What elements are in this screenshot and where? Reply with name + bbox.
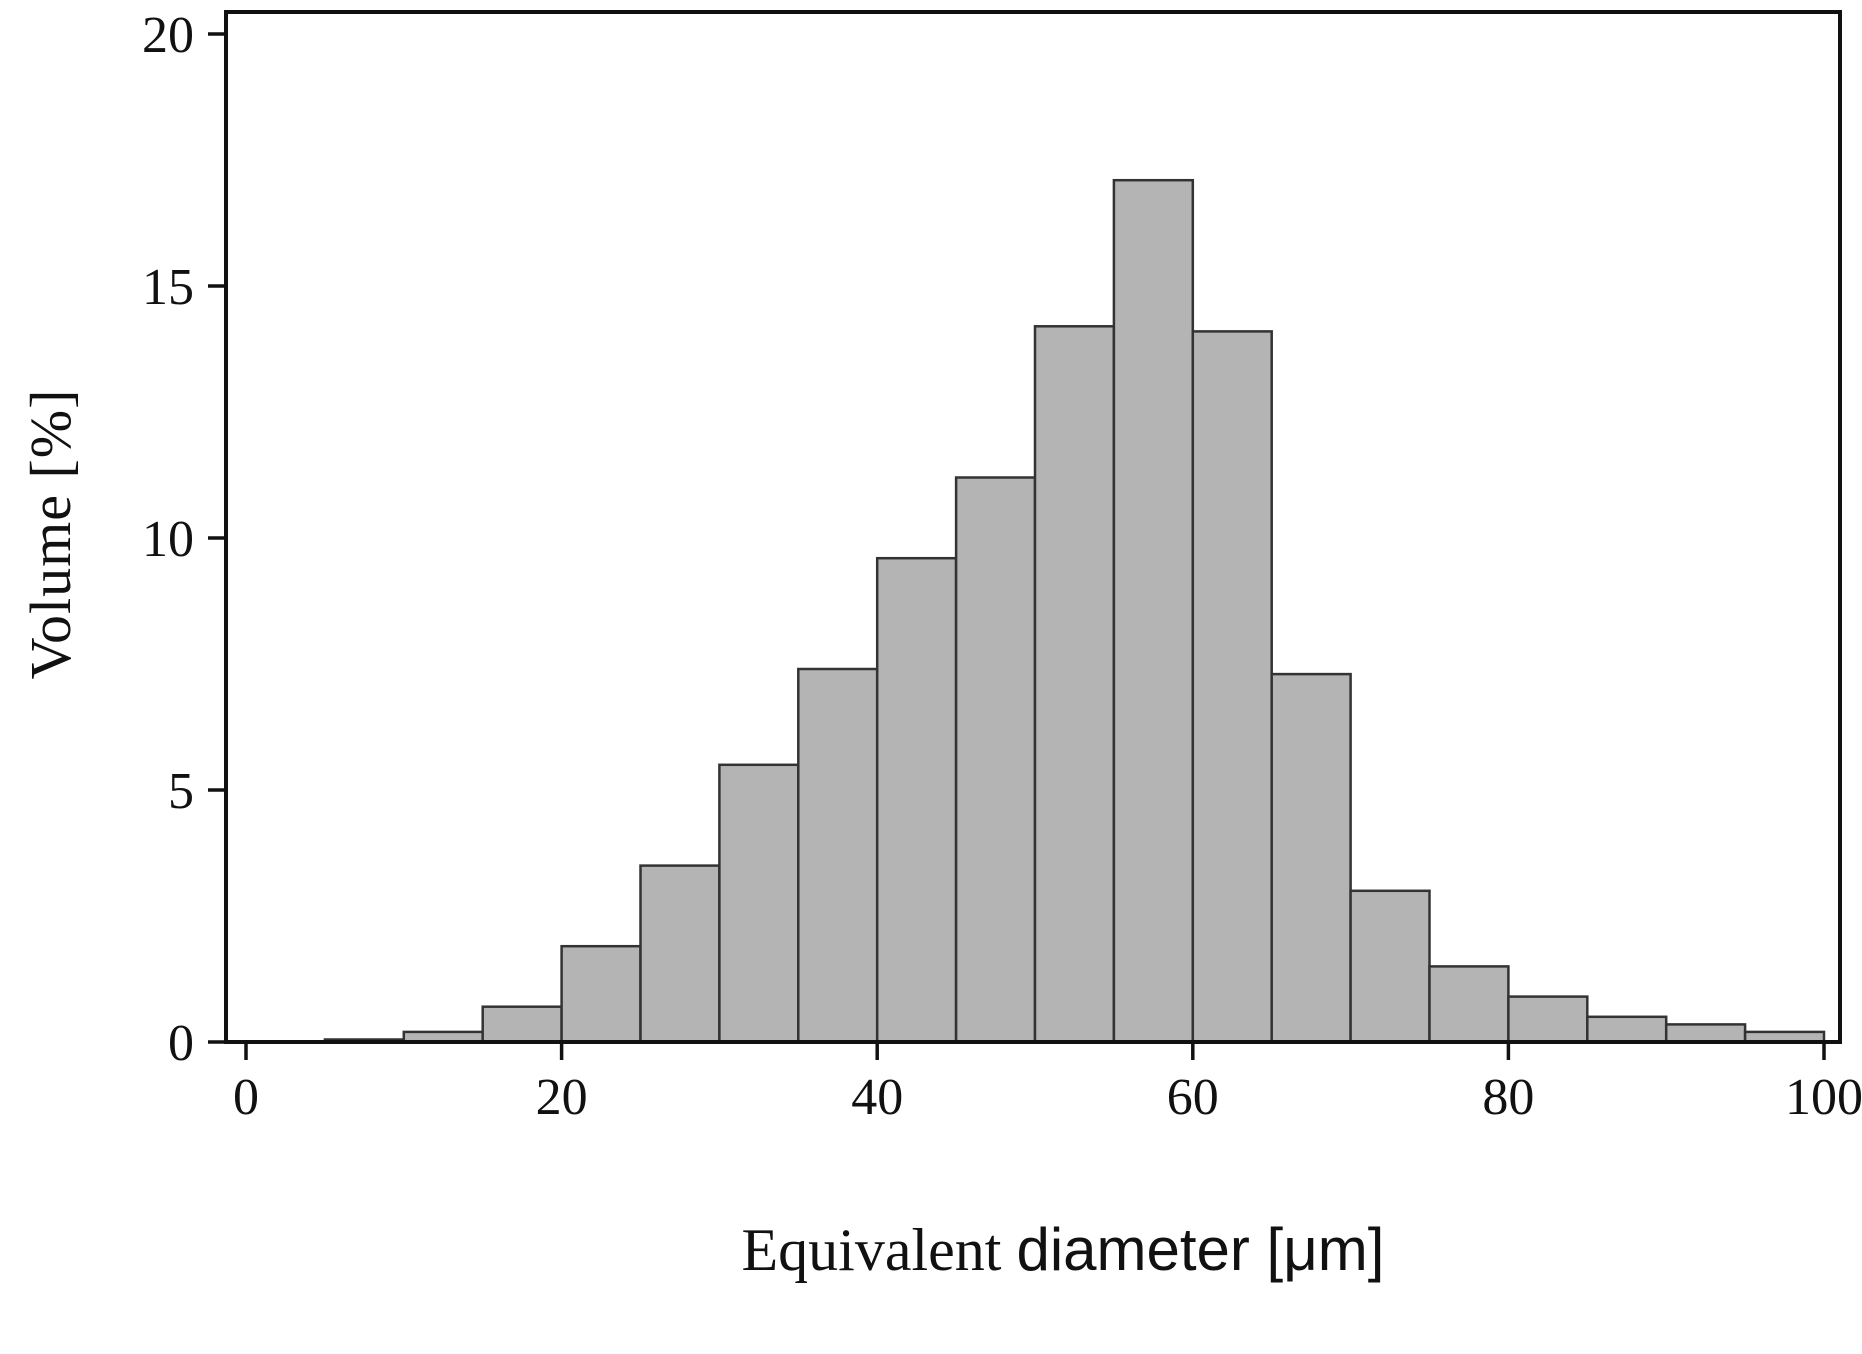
y-tick-label: 10 (142, 511, 194, 568)
histogram-bar (639, 864, 721, 1044)
x-axis-title-sans-part: diameter [μm] (1016, 1216, 1385, 1283)
histogram-bar (1586, 1015, 1668, 1044)
histogram-figure: 0 20 40 60 80 100 0 5 10 15 20 Equivalent diameter… (18, 7, 1862, 1283)
y-axis-title: Volume [%] (18, 388, 83, 680)
histogram-bar (797, 667, 879, 1044)
x-tick-label: 0 (233, 1069, 259, 1126)
x-axis-title: Equivalent diameter [μm] (226, 1146, 1840, 1354)
histogram-bar (1270, 672, 1352, 1044)
x-axis-title-serif-part: Equivalent (741, 1217, 1017, 1283)
x-tick-label: 100 (1785, 1069, 1862, 1126)
histogram-bar (1664, 1023, 1747, 1044)
histogram-bar (560, 944, 642, 1044)
histogram-bar (1033, 325, 1116, 1044)
histogram-bar (718, 763, 800, 1044)
x-tick-label: 20 (536, 1069, 588, 1126)
histogram-bar (1349, 889, 1431, 1044)
histogram-bar (1428, 965, 1510, 1044)
histogram-bar (1507, 995, 1589, 1044)
histogram-bar (481, 1005, 563, 1044)
x-tick-label: 40 (851, 1069, 903, 1126)
x-tick-label: 60 (1167, 1069, 1219, 1126)
plot-frame (224, 10, 1842, 1044)
y-tick-label: 5 (168, 763, 194, 820)
y-tick-label: 0 (168, 1015, 194, 1072)
histogram-bar (1112, 178, 1195, 1044)
y-tick-label: 20 (142, 7, 194, 64)
histogram-bar (875, 556, 958, 1044)
y-tick-label: 15 (142, 259, 194, 316)
x-tick-label: 80 (1482, 1069, 1534, 1126)
histogram-bar (1191, 330, 1273, 1044)
histogram-bar (954, 476, 1037, 1044)
histogram-chart: 0 20 40 60 80 100 0 5 10 15 20 (142, 7, 1862, 1126)
